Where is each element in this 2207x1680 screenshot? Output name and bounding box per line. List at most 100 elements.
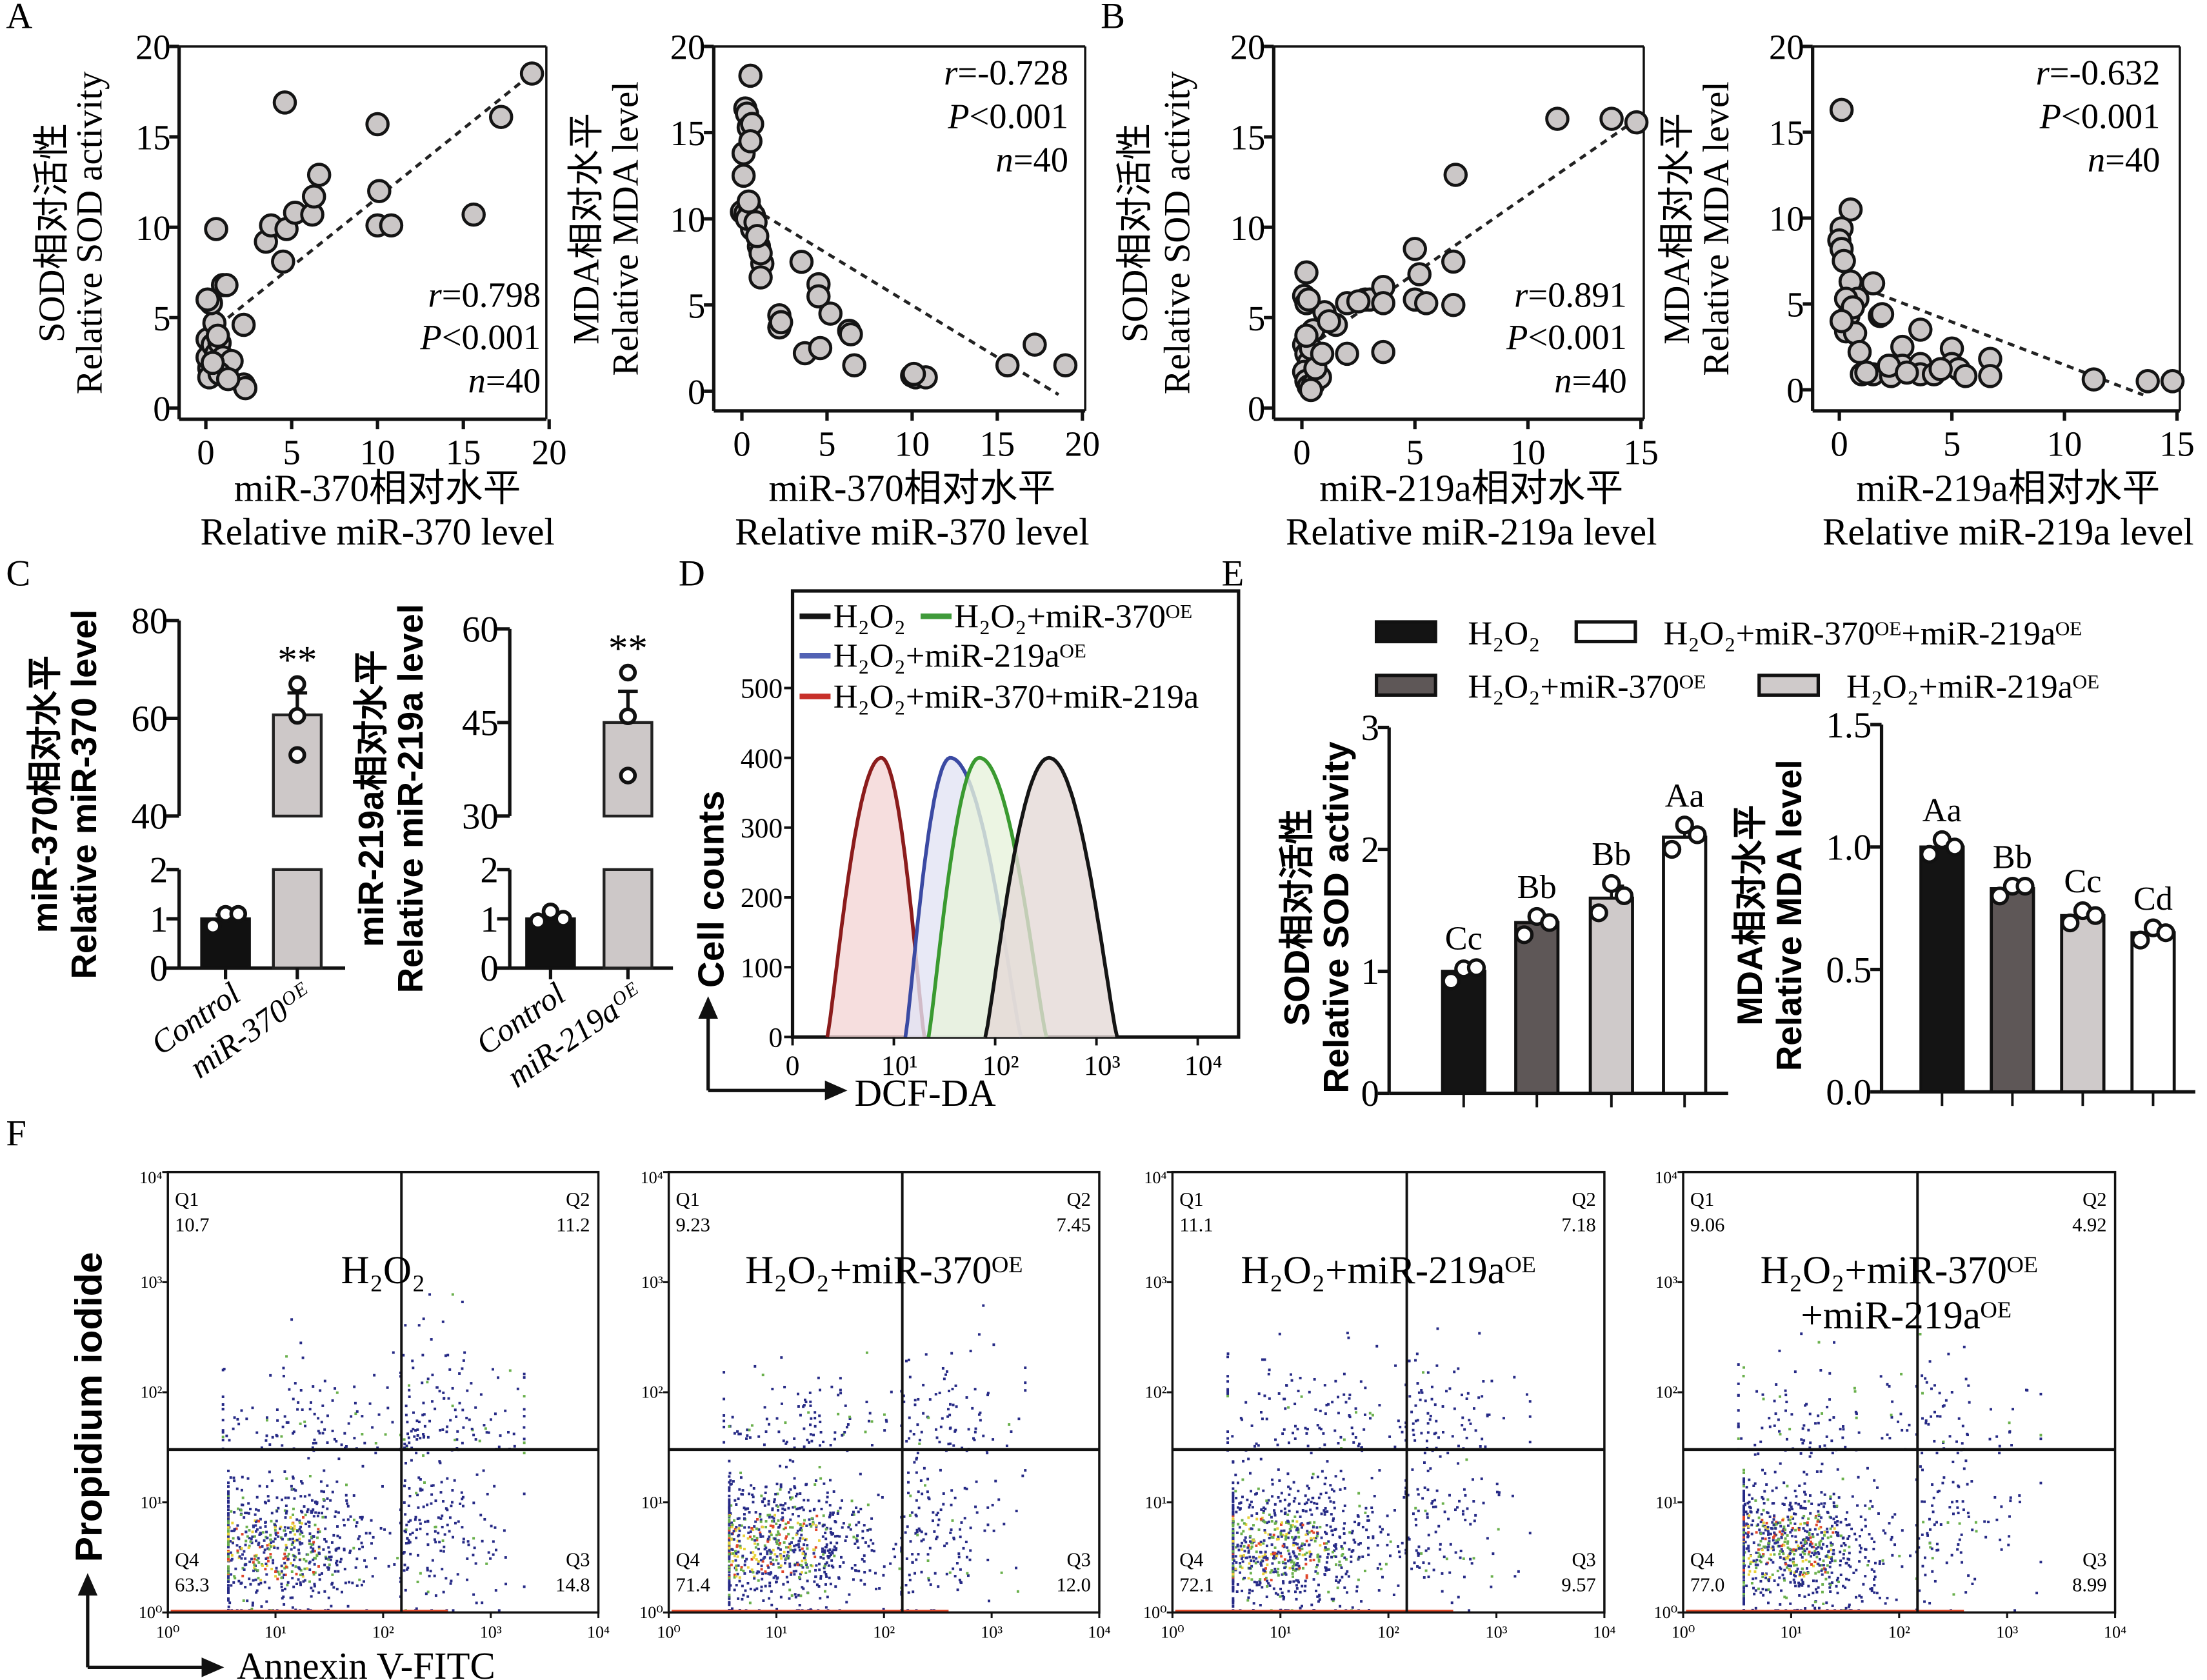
event-dot (1379, 1525, 1382, 1528)
event-dot (321, 1432, 325, 1435)
event-dot (1742, 1374, 1745, 1377)
event-dot (1232, 1583, 1235, 1586)
event-dot (1984, 1535, 1988, 1539)
event-dot (1371, 1510, 1374, 1514)
event-dot (1823, 1531, 1826, 1534)
replicate-point (1662, 839, 1682, 859)
event-dot (735, 1584, 738, 1586)
event-dot (1413, 1561, 1416, 1565)
event-dot (1431, 1500, 1434, 1503)
event-dot (301, 1522, 304, 1525)
event-dot (803, 1543, 806, 1546)
event-dot (1756, 1563, 1759, 1566)
event-dot (1844, 1586, 1847, 1589)
event-dot (1423, 1461, 1426, 1465)
event-dot (227, 1590, 230, 1594)
y-tick-label: 0 (480, 948, 498, 989)
event-dot (1766, 1527, 1769, 1530)
y-tick-label: 15 (135, 118, 171, 157)
event-dot (283, 1470, 286, 1473)
event-dot (1277, 1468, 1280, 1471)
event-dot (855, 1537, 858, 1540)
event-dot (1794, 1575, 1797, 1578)
event-dot (404, 1542, 408, 1545)
event-dot (1260, 1411, 1263, 1414)
event-dot (736, 1539, 739, 1543)
event-dot (824, 1606, 828, 1609)
event-dot (1317, 1560, 1321, 1563)
event-dot (286, 1583, 289, 1586)
event-dot (1361, 1555, 1364, 1558)
event-dot (299, 1480, 303, 1483)
event-dot (787, 1521, 790, 1524)
event-dot (236, 1524, 239, 1527)
event-dot (1247, 1516, 1250, 1519)
event-dot (1740, 1437, 1743, 1440)
event-dot (749, 1570, 752, 1573)
event-dot (1768, 1425, 1772, 1428)
event-dot (1921, 1565, 1924, 1568)
event-dot (1416, 1565, 1419, 1568)
event-dot (1773, 1514, 1776, 1517)
event-dot (355, 1525, 357, 1528)
event-dot (779, 1503, 783, 1506)
event-dot (446, 1425, 449, 1428)
event-dot (358, 1547, 361, 1550)
event-dot (230, 1530, 234, 1533)
event-dot (920, 1430, 923, 1434)
event-dot (1771, 1489, 1774, 1492)
data-point (1371, 339, 1395, 365)
y-tick-label: 1.5 (1826, 705, 1872, 746)
event-dot (404, 1324, 407, 1327)
event-dot (759, 1535, 763, 1538)
event-dot (259, 1517, 262, 1521)
event-dot (926, 1490, 929, 1494)
event-dot (941, 1417, 944, 1420)
event-dot (982, 1304, 985, 1307)
event-dot (455, 1438, 459, 1441)
event-dot (295, 1583, 298, 1586)
data-point (748, 265, 773, 290)
event-dot (284, 1516, 287, 1519)
event-dot (1845, 1523, 1848, 1526)
event-dot (228, 1439, 231, 1442)
event-dot (237, 1579, 241, 1583)
event-dot (317, 1417, 320, 1420)
event-dot (1783, 1532, 1786, 1535)
event-dot (1815, 1547, 1818, 1550)
event-dot (1779, 1550, 1782, 1553)
event-dot (2039, 1434, 2042, 1437)
event-dot (1793, 1581, 1796, 1584)
event-dot (1745, 1522, 1748, 1525)
event-dot (1479, 1445, 1482, 1448)
event-dot (1436, 1327, 1439, 1330)
event-dot (1441, 1572, 1444, 1575)
event-dot (484, 1427, 487, 1430)
event-dot (282, 1595, 285, 1599)
event-dot (907, 1492, 910, 1495)
event-dot (404, 1528, 408, 1532)
event-dot (435, 1386, 439, 1389)
event-dot (1234, 1555, 1237, 1558)
event-dot (1461, 1394, 1463, 1397)
event-dot (422, 1401, 425, 1405)
event-dot (1293, 1497, 1297, 1500)
event-dot (487, 1551, 490, 1554)
event-dot (1279, 1523, 1283, 1526)
event-dot (1890, 1415, 1893, 1419)
event-dot (1737, 1394, 1740, 1397)
event-dot (1966, 1483, 1969, 1486)
event-dot (933, 1530, 936, 1533)
event-dot (1432, 1505, 1435, 1508)
event-dot (1368, 1412, 1372, 1415)
event-dot (444, 1577, 448, 1580)
event-dot (1935, 1521, 1938, 1524)
event-dot (2026, 1388, 2029, 1392)
event-dot (1901, 1529, 1904, 1532)
event-dot (837, 1577, 841, 1580)
replicate-point (204, 917, 222, 935)
event-dot (914, 1514, 917, 1517)
event-dot (1275, 1552, 1279, 1555)
event-dot (946, 1370, 948, 1373)
event-dot (1378, 1404, 1381, 1407)
